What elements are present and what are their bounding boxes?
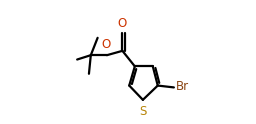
Text: O: O [102,38,111,51]
Text: S: S [139,105,147,118]
Text: Br: Br [176,80,189,93]
Text: O: O [118,17,127,30]
